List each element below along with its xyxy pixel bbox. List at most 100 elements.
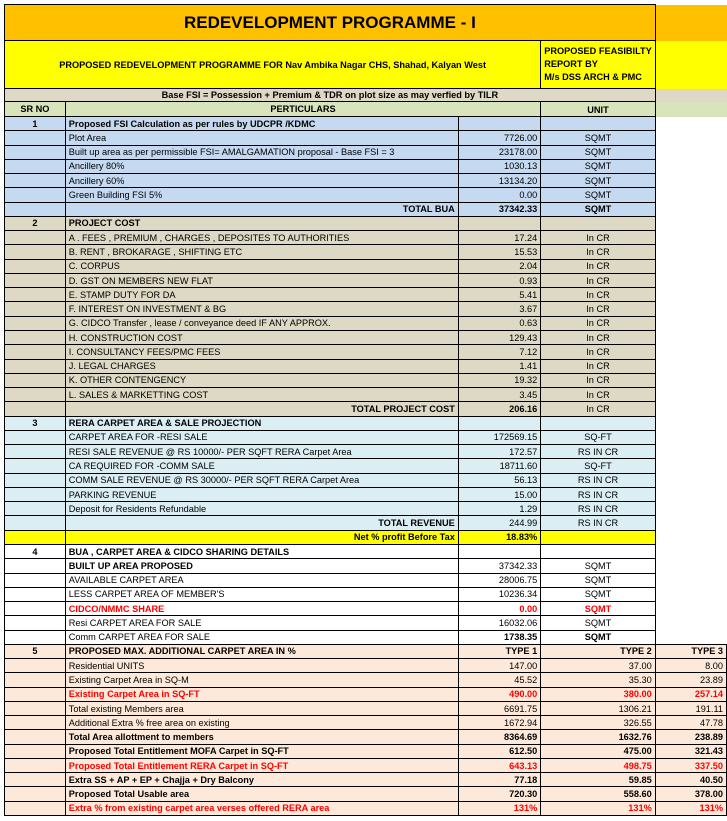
particulars-cell: LESS CARPET AREA OF MEMBER'S [64,586,459,603]
empty-cell [655,316,727,331]
table-row: Existing Carpet Area in SQ-FT 490.00 380.0… [4,686,727,702]
value-cell: 129.43 [457,329,542,346]
value-cell: 18711.60 [457,458,542,474]
sr-cell [4,372,66,389]
empty-cell [655,458,727,474]
table-row: COMM SALE REVENUE @ RS 30000/- PER SQFT … [4,472,727,488]
value-cell: 28006.75 [457,572,542,588]
empty-cell [655,287,727,302]
table-row: Existing Carpet Area in SQ-M 45.52 35.30 23… [4,672,727,688]
unit-cell [540,529,656,545]
type-1-value: 1672.94 [457,715,542,731]
sr-cell [4,486,66,503]
sr-cell [4,444,66,460]
type-2-value: 35.30 [540,672,656,688]
table-row: LESS CARPET AREA OF MEMBER'S 10236.34 SQMT [4,586,727,603]
table-row: Built up area as per permissible FSI= AM… [4,144,727,160]
empty-cell [655,487,727,502]
report-by-line: M/s DSS ARCH & PMC [544,72,642,82]
empty-cell [655,573,727,588]
unit-cell: SQMT [540,144,656,160]
value-cell: 7726.00 [457,130,542,146]
sr-cell [4,772,66,788]
type-2-value: 475.00 [540,743,656,759]
value-cell: 19.32 [457,372,542,389]
unit-cell: SQMT [540,173,656,189]
table-row: J. LEGAL CHARGES 1.41 In CR [4,358,727,374]
feasibility-sheet: REDEVELOPMENT PROGRAMME - I PROPOSED RED… [3,4,727,817]
type-2-value: 131% [540,800,656,817]
value-cell: 1738.35 [457,629,542,645]
type-2-value: 380.00 [540,686,656,702]
sr-cell: 4 [4,543,66,560]
table-row: Proposed Total Usable area 720.30 558.60 37… [4,786,727,802]
sr-cell [4,301,66,317]
unit-cell: SQMT [540,586,656,603]
particulars-cell: TOTAL REVENUE [64,515,459,531]
sr-cell [4,429,66,446]
particulars-cell: Total Area allottment to members [64,729,459,745]
type-1-value: 131% [457,800,542,817]
empty-cell [655,216,727,231]
sr-cell [4,529,66,545]
sr-cell [4,272,66,289]
particulars-cell: E. STAMP DUTY FOR DA [64,287,459,303]
type-1-value: 612.50 [457,743,542,759]
particulars-cell: Existing Carpet Area in SQ-FT [64,686,459,702]
unit-cell: RS IN CR [540,486,656,503]
unit-cell: RS IN CR [540,501,656,517]
particulars-cell: B. RENT , BROKARAGE , SHIFTING ETC [64,244,459,260]
particulars-cell: Extra SS + AP + EP + Chajja + Dry Balcon… [64,772,459,788]
value-cell: 172.57 [457,444,542,460]
type-1-value: 147.00 [457,658,542,674]
table-row: Total Area allottment to members 8364.69 1… [4,729,727,745]
empty-cell [655,187,727,203]
value-cell: 3.67 [457,301,542,317]
unit-cell: SQMT [540,572,656,588]
unit-cell: RS IN CR [540,444,656,460]
type-2-value: 1306.21 [540,700,656,717]
sr-cell [4,344,66,360]
type-2-value: 326.55 [540,715,656,731]
unit-cell: In CR [540,401,656,417]
value-cell: 18.83% [457,529,542,545]
table-row: RESI SALE REVENUE @ RS 10000/- PER SQFT … [4,444,727,460]
value-cell [457,215,542,232]
report-by-line: PROPOSED FEASIBILTY [544,46,652,56]
sr-cell [4,586,66,603]
type-1-value: 643.13 [457,757,542,774]
empty-cell [655,330,727,345]
value-cell: 172569.15 [457,429,542,446]
sr-cell [4,800,66,817]
table-row: Total existing Members area 6691.75 1306.2… [4,700,727,717]
empty-cell [655,130,727,146]
value-cell: 244.99 [457,515,542,531]
type-3-value: 337.50 [654,757,727,774]
particulars-cell: Existing Carpet Area in SQ-M [64,672,459,688]
empty-cell [655,344,727,360]
particulars-cell: G. CIDCO Transfer , lease / conveyance d… [64,315,459,331]
unit-cell: In CR [540,329,656,346]
particulars-cell: Additional Extra % free area on existing [64,715,459,731]
table-row: H. CONSTRUCTION COST 129.43 In CR [4,329,727,346]
sr-cell [4,130,66,146]
type-1-value: 77.18 [457,772,542,788]
sr-cell [4,572,66,588]
value-cell: 15.53 [457,244,542,260]
table-row: Plot Area 7726.00 SQMT [4,130,727,146]
particulars-cell: PROPOSED MAX. ADDITIONAL CARPET AREA IN … [64,643,459,660]
sr-cell [4,715,66,731]
unit-cell: In CR [540,258,656,274]
empty-cell [655,259,727,274]
project-subtitle: PROPOSED REDEVELOPMENT PROGRAMME FOR Nav… [3,40,542,89]
unit-cell [540,215,656,232]
type-1-value: 490.00 [457,686,542,702]
empty-cell [655,145,727,160]
sr-cell [4,387,66,403]
unit-cell [540,415,656,431]
unit-cell [540,543,656,560]
empty-cell [655,387,727,402]
type-2-value: 1632.76 [540,729,656,745]
table-row: Ancillery 60% 13134.20 SQMT [4,173,727,189]
particulars-cell: Proposed Total Entitlement MOFA Carpet i… [64,743,459,759]
